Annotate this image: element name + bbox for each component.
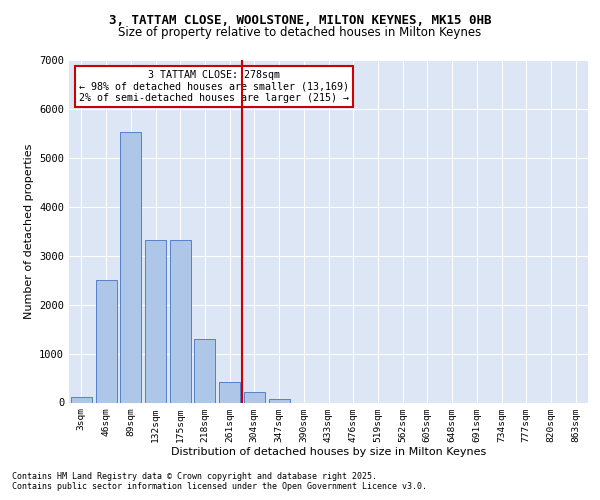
Bar: [269, 400, 290, 402]
Bar: [120, 132, 141, 402]
Text: 3, TATTAM CLOSE, WOOLSTONE, MILTON KEYNES, MK15 0HB: 3, TATTAM CLOSE, WOOLSTONE, MILTON KEYNE…: [109, 14, 491, 27]
Bar: [170, 240, 191, 402]
X-axis label: Distribution of detached houses by size in Milton Keynes: Distribution of detached houses by size …: [171, 448, 486, 458]
Text: Contains public sector information licensed under the Open Government Licence v3: Contains public sector information licen…: [12, 482, 427, 491]
Bar: [194, 340, 215, 402]
Bar: [219, 382, 240, 402]
Bar: [244, 392, 265, 402]
Y-axis label: Number of detached properties: Number of detached properties: [23, 144, 34, 319]
Text: Size of property relative to detached houses in Milton Keynes: Size of property relative to detached ho…: [118, 26, 482, 39]
Text: Contains HM Land Registry data © Crown copyright and database right 2025.: Contains HM Land Registry data © Crown c…: [12, 472, 377, 481]
Text: 3 TATTAM CLOSE: 278sqm
← 98% of detached houses are smaller (13,169)
2% of semi-: 3 TATTAM CLOSE: 278sqm ← 98% of detached…: [79, 70, 349, 104]
Bar: [145, 240, 166, 402]
Bar: [71, 397, 92, 402]
Bar: [95, 280, 116, 402]
